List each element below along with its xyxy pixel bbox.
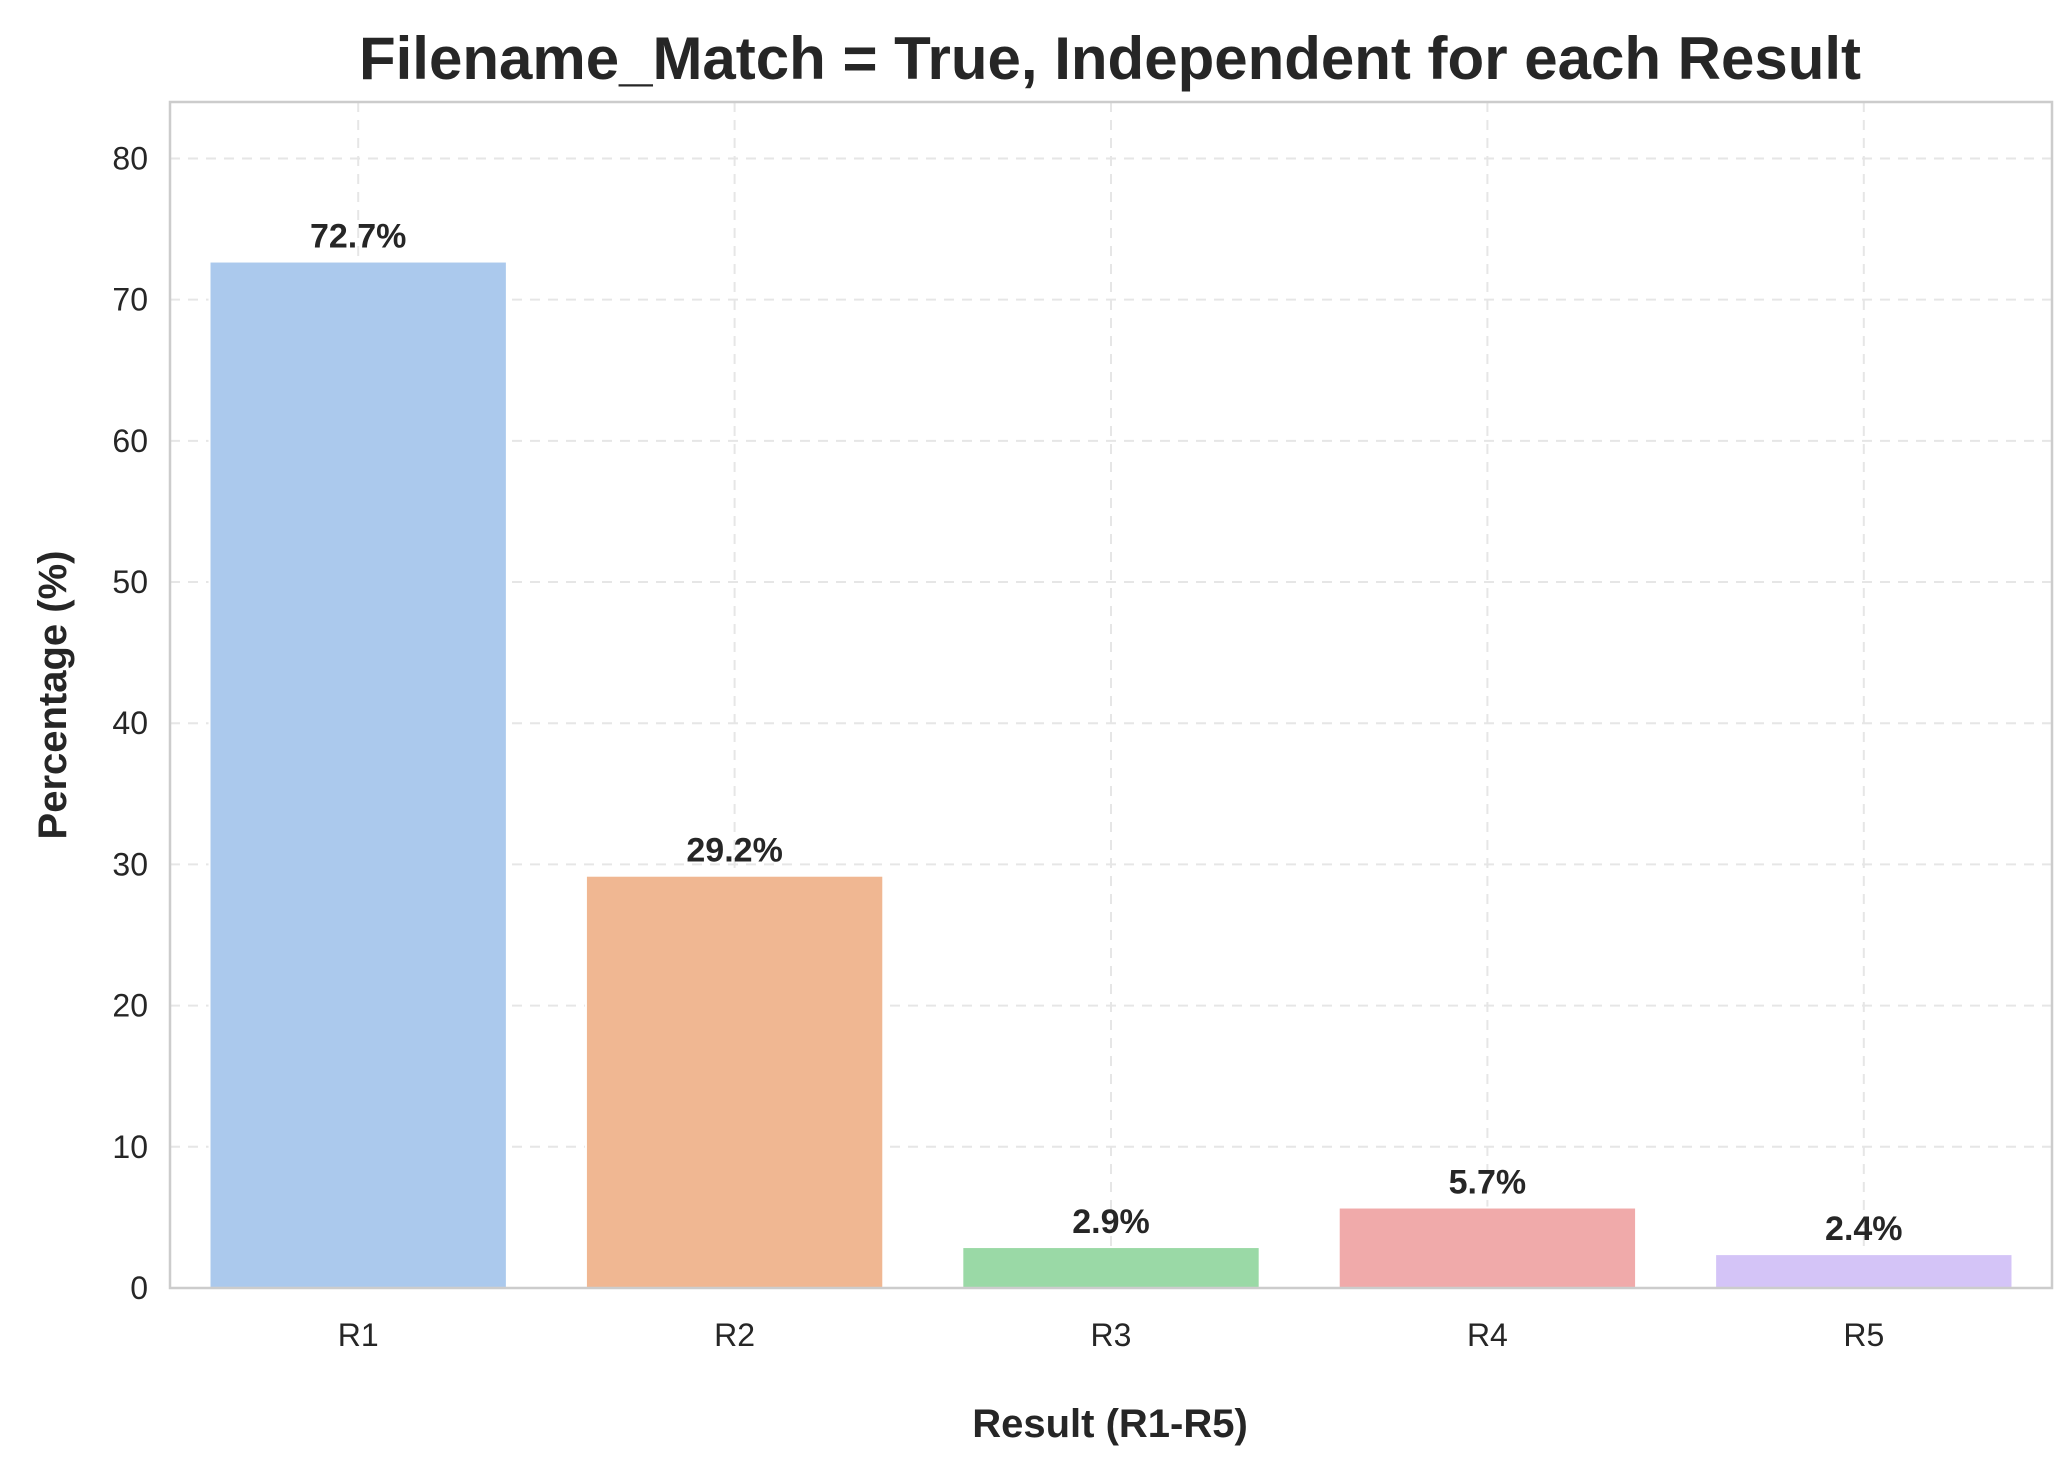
data-label: 5.7% [1449, 1164, 1527, 1202]
bar-r3 [961, 1246, 1261, 1290]
x-tick-label: R4 [1467, 1317, 1508, 1353]
y-axis-label: Percentage (%) [31, 551, 75, 840]
x-ticks: R1 R2 R3 R4 R5 [338, 1317, 1885, 1353]
data-labels: 72.7% 29.2% 2.9% 5.7% 2.4% [310, 218, 1903, 1249]
x-tick-label: R1 [338, 1317, 379, 1353]
y-tick-label: 0 [130, 1270, 148, 1306]
bar-r2 [584, 874, 885, 1289]
y-tick-label: 30 [112, 846, 148, 882]
plot-frame [168, 100, 2054, 1290]
x-tick-label: R5 [1843, 1317, 1884, 1353]
x-tick-label: R2 [714, 1317, 755, 1353]
y-tick-label: 50 [112, 564, 148, 600]
y-tick-label: 60 [112, 423, 148, 459]
y-tick-label: 20 [112, 988, 148, 1024]
y-tick-label: 40 [112, 705, 148, 741]
bar-r4 [1337, 1206, 1638, 1290]
y-tick-label: 70 [112, 282, 148, 318]
bar-r5 [1714, 1253, 2014, 1289]
data-label: 29.2% [686, 832, 782, 870]
data-label: 2.9% [1072, 1203, 1150, 1241]
x-axis-label: Result (R1-R5) [972, 1402, 1248, 1446]
bars [208, 260, 2014, 1290]
data-label: 2.4% [1825, 1210, 1903, 1248]
data-label: 72.7% [310, 218, 406, 256]
x-tick-label: R3 [1091, 1317, 1132, 1353]
bar-r1 [208, 260, 508, 1289]
y-tick-label: 10 [112, 1129, 148, 1165]
y-ticks: 0 10 20 30 40 50 60 70 80 [112, 140, 148, 1306]
chart-title: Filename_Match = True, Independent for e… [359, 25, 1861, 92]
y-tick-label: 80 [112, 140, 148, 176]
